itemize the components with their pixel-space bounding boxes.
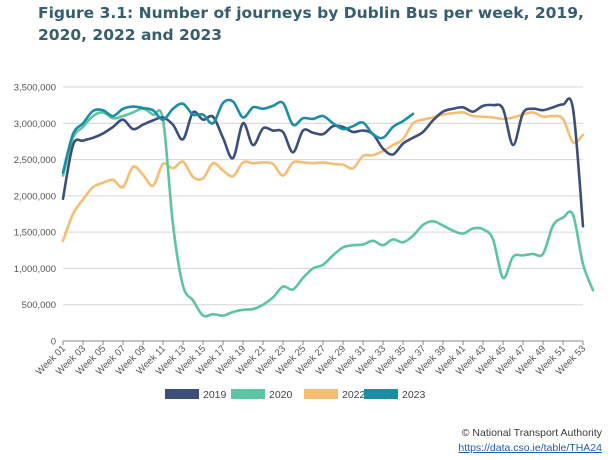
legend-swatch-2022 [304, 389, 338, 399]
y-tick-label: 2,500,000 [14, 155, 56, 166]
series-line-2019 [61, 97, 585, 228]
legend-label-2023: 2023 [402, 389, 426, 401]
y-tick-label: 2,000,000 [14, 191, 56, 202]
legend: 2019 2020 2022 2023 [165, 389, 426, 401]
y-tick-label: 500,000 [22, 300, 56, 311]
y-tick-label: 1,000,000 [14, 264, 56, 275]
gridlines [63, 86, 583, 306]
source-credit: © National Transport Authority [461, 427, 602, 439]
page-title: Figure 3.1: Number of journeys by Dublin… [38, 4, 584, 44]
y-tick-label: 1,500,000 [14, 228, 56, 239]
x-axis [62, 340, 584, 345]
y-tick-label: 3,000,000 [14, 119, 56, 130]
y-tick-label: 3,500,000 [14, 83, 56, 94]
series-line-2022 [61, 110, 585, 243]
source-link[interactable]: https://data.cso.ie/table/THA24 [458, 442, 602, 454]
y-axis-tick-labels: 0 500,000 1,000,000 1,500,000 2,000,000 2,500… [14, 83, 56, 348]
series-line-2020 [61, 107, 595, 318]
legend-swatch-2020 [231, 389, 265, 399]
legend-label-2022: 2022 [342, 389, 366, 401]
series-lines [61, 97, 595, 318]
y-tick-label: 0 [51, 337, 56, 348]
series-line-2023 [61, 98, 415, 174]
legend-label-2020: 2020 [269, 389, 293, 401]
legend-swatch-2019 [165, 389, 199, 399]
legend-swatch-2023 [364, 389, 398, 399]
legend-label-2019: 2019 [203, 389, 227, 401]
